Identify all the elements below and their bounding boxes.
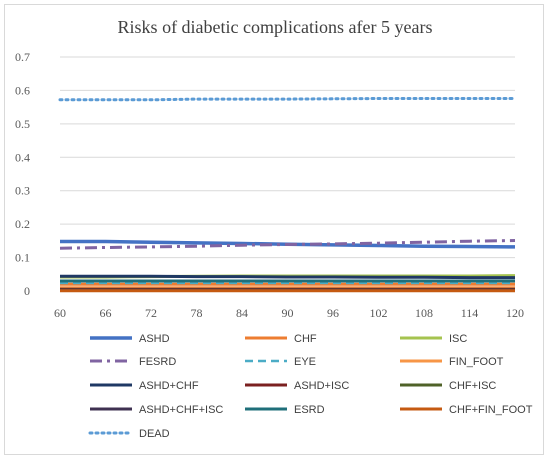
grid-lines [60, 56, 515, 292]
legend-item: ESRD [245, 404, 325, 416]
x-tick-label: 96 [327, 306, 339, 320]
legend-label: FIN_FOOT [449, 356, 504, 368]
legend-label: FESRD [139, 356, 176, 368]
y-axis-ticks: 0 0.1 0.2 0.3 0.4 0.5 0.6 0.7 [15, 50, 30, 298]
legend-item: CHF+FIN_FOOT [400, 404, 533, 416]
legend-label: CHF+FIN_FOOT [449, 404, 533, 416]
legend-item: DEAD [88, 428, 170, 440]
series-line-ashd-chf [60, 274, 515, 280]
y-tick-label: 0.3 [15, 184, 30, 198]
legend-item: ASHD+CHF [90, 380, 199, 392]
x-tick-label: 90 [282, 306, 294, 320]
y-tick-label: 0.5 [15, 117, 30, 131]
legend: ASHD CHF ISC FESRD EYE FIN_FOOT ASHD+CHF ASHD+I… [88, 333, 533, 440]
x-tick-label: 84 [236, 306, 248, 320]
x-tick-label: 78 [191, 306, 203, 320]
x-tick-label: 120 [506, 306, 524, 320]
legend-item: FIN_FOOT [400, 356, 504, 368]
x-tick-label: 108 [415, 306, 433, 320]
legend-label: DEAD [139, 428, 170, 440]
y-tick-label: 0.6 [15, 83, 30, 97]
series-line-dead [58, 97, 517, 102]
legend-item: ASHD+ISC [245, 380, 349, 392]
chart-title: Risks of diabetic complications afer 5 y… [118, 17, 433, 37]
x-tick-label: 102 [370, 306, 388, 320]
series-lines [58, 97, 517, 293]
y-tick-label: 0.4 [15, 150, 30, 164]
x-tick-label: 72 [145, 306, 157, 320]
legend-label: ASHD [139, 333, 170, 345]
y-tick-label: 0.1 [15, 251, 30, 265]
legend-item: EYE [245, 356, 316, 368]
chart-frame [4, 4, 544, 455]
x-tick-label: 66 [100, 306, 112, 320]
y-tick-label: 0.7 [15, 50, 30, 64]
legend-label: ASHD+ISC [294, 380, 349, 392]
legend-label: CHF+ISC [449, 380, 496, 392]
legend-label: ISC [449, 333, 467, 345]
y-tick-label: 0 [24, 284, 30, 298]
legend-item: CHF [245, 333, 317, 345]
legend-label: EYE [294, 356, 316, 368]
legend-item: CHF+ISC [400, 380, 496, 392]
legend-item: ASHD+CHF+ISC [90, 404, 223, 416]
y-tick-label: 0.2 [15, 217, 30, 231]
legend-label: CHF [294, 333, 317, 345]
series-line-fesrd [59, 239, 516, 250]
legend-item: ISC [400, 333, 467, 345]
legend-label: ASHD+CHF [139, 380, 199, 392]
x-tick-label: 114 [461, 306, 479, 320]
x-tick-label: 60 [54, 306, 66, 320]
x-axis-ticks: 60 66 72 78 84 90 96 102 108 114 120 [54, 306, 524, 320]
legend-label: ESRD [294, 404, 325, 416]
legend-label: ASHD+CHF+ISC [139, 404, 223, 416]
legend-item: ASHD [90, 333, 170, 345]
legend-item: FESRD [90, 356, 176, 368]
